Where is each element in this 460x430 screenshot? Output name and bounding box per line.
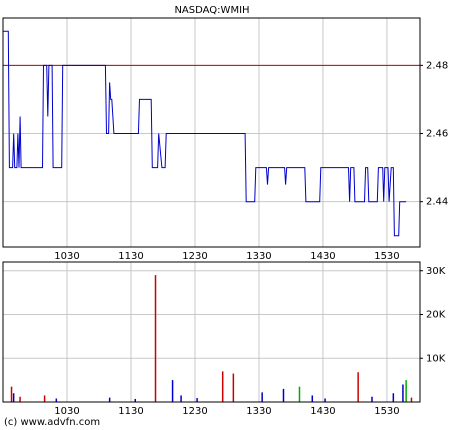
x-tick-label: 1330 bbox=[246, 251, 271, 262]
x-tick-label: 1330 bbox=[246, 406, 271, 417]
y-tick-label: 2.44 bbox=[426, 197, 448, 208]
x-tick-label: 1130 bbox=[118, 251, 143, 262]
x-tick-label: 1530 bbox=[374, 251, 399, 262]
y-tick-label: 10K bbox=[426, 353, 446, 364]
x-tick-label: 1430 bbox=[310, 251, 335, 262]
y-tick-label: 30K bbox=[426, 266, 446, 277]
x-tick-label: 1430 bbox=[310, 406, 335, 417]
plot-area bbox=[3, 262, 420, 402]
x-tick-label: 1530 bbox=[374, 406, 399, 417]
x-tick-label: 1030 bbox=[54, 406, 79, 417]
x-tick-label: 1230 bbox=[182, 251, 207, 262]
chart-title: NASDAQ:WMIH bbox=[174, 5, 249, 16]
price-line bbox=[3, 30, 407, 237]
plot-area bbox=[3, 18, 420, 247]
y-tick-label: 2.46 bbox=[426, 129, 448, 140]
plot-frame bbox=[2, 17, 421, 248]
y-tick-label: 20K bbox=[426, 310, 446, 321]
x-tick-label: 1230 bbox=[182, 406, 207, 417]
x-tick-label: 1030 bbox=[54, 251, 79, 262]
plot-frame bbox=[2, 261, 421, 403]
footer: (c) www.advfn.com bbox=[4, 417, 100, 428]
y-tick-label: 2.48 bbox=[426, 60, 448, 71]
x-tick-label: 1130 bbox=[118, 406, 143, 417]
